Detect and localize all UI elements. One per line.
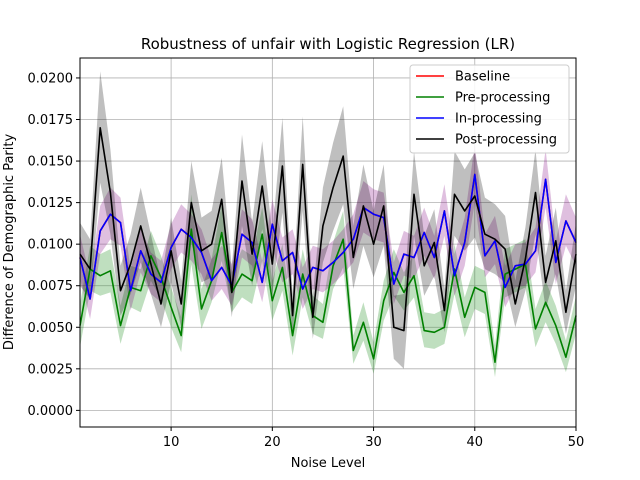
y-tick-label: 0.0025 [28, 362, 74, 377]
x-tick-label: 40 [467, 435, 484, 450]
x-tick-label: 20 [264, 435, 281, 450]
x-axis-label: Noise Level [291, 456, 366, 471]
plot-frame [79, 57, 577, 428]
line-post-processing [79, 127, 577, 332]
line-in-processing [79, 173, 577, 300]
y-tick-label: 0.0075 [28, 279, 74, 294]
chart-title: Robustness of unfair with Logistic Regre… [141, 35, 515, 53]
y-tick-label: 0.0100 [28, 238, 74, 253]
legend-frame [409, 64, 570, 154]
y-tick-label: 0.0050 [28, 321, 74, 336]
legend-label-baseline: Baseline [455, 70, 510, 85]
legend-label-in-processing: In-processing [455, 112, 542, 127]
confidence-bands [80, 71, 576, 378]
legend: Baseline Pre-processing In-processing Post-… [409, 64, 570, 154]
y-tick-label: 0.0000 [28, 404, 74, 419]
line-pre-processing [79, 228, 577, 364]
y-axis-label: Difference of Demographic Parity [2, 134, 17, 351]
band-pre-processing [80, 194, 576, 378]
y-axis-ticks: 0.0000 0.0025 0.0050 0.0075 0.0100 0.0125 0.01… [28, 71, 80, 419]
x-tick-label: 30 [365, 435, 382, 450]
y-tick-label: 0.0125 [28, 196, 74, 211]
y-tick-label: 0.0150 [28, 155, 74, 170]
series-lines [79, 127, 577, 364]
x-tick-label: 10 [163, 435, 180, 450]
y-tick-label: 0.0200 [28, 71, 74, 86]
y-tick-label: 0.0175 [28, 113, 74, 128]
legend-label-pre-processing: Pre-processing [455, 91, 550, 106]
x-tick-label: 50 [568, 435, 585, 450]
legend-label-post-processing: Post-processing [455, 133, 557, 148]
band-in-processing [80, 144, 576, 319]
band-post-processing [80, 71, 576, 369]
x-axis-ticks: 10 20 30 40 50 [163, 427, 584, 450]
